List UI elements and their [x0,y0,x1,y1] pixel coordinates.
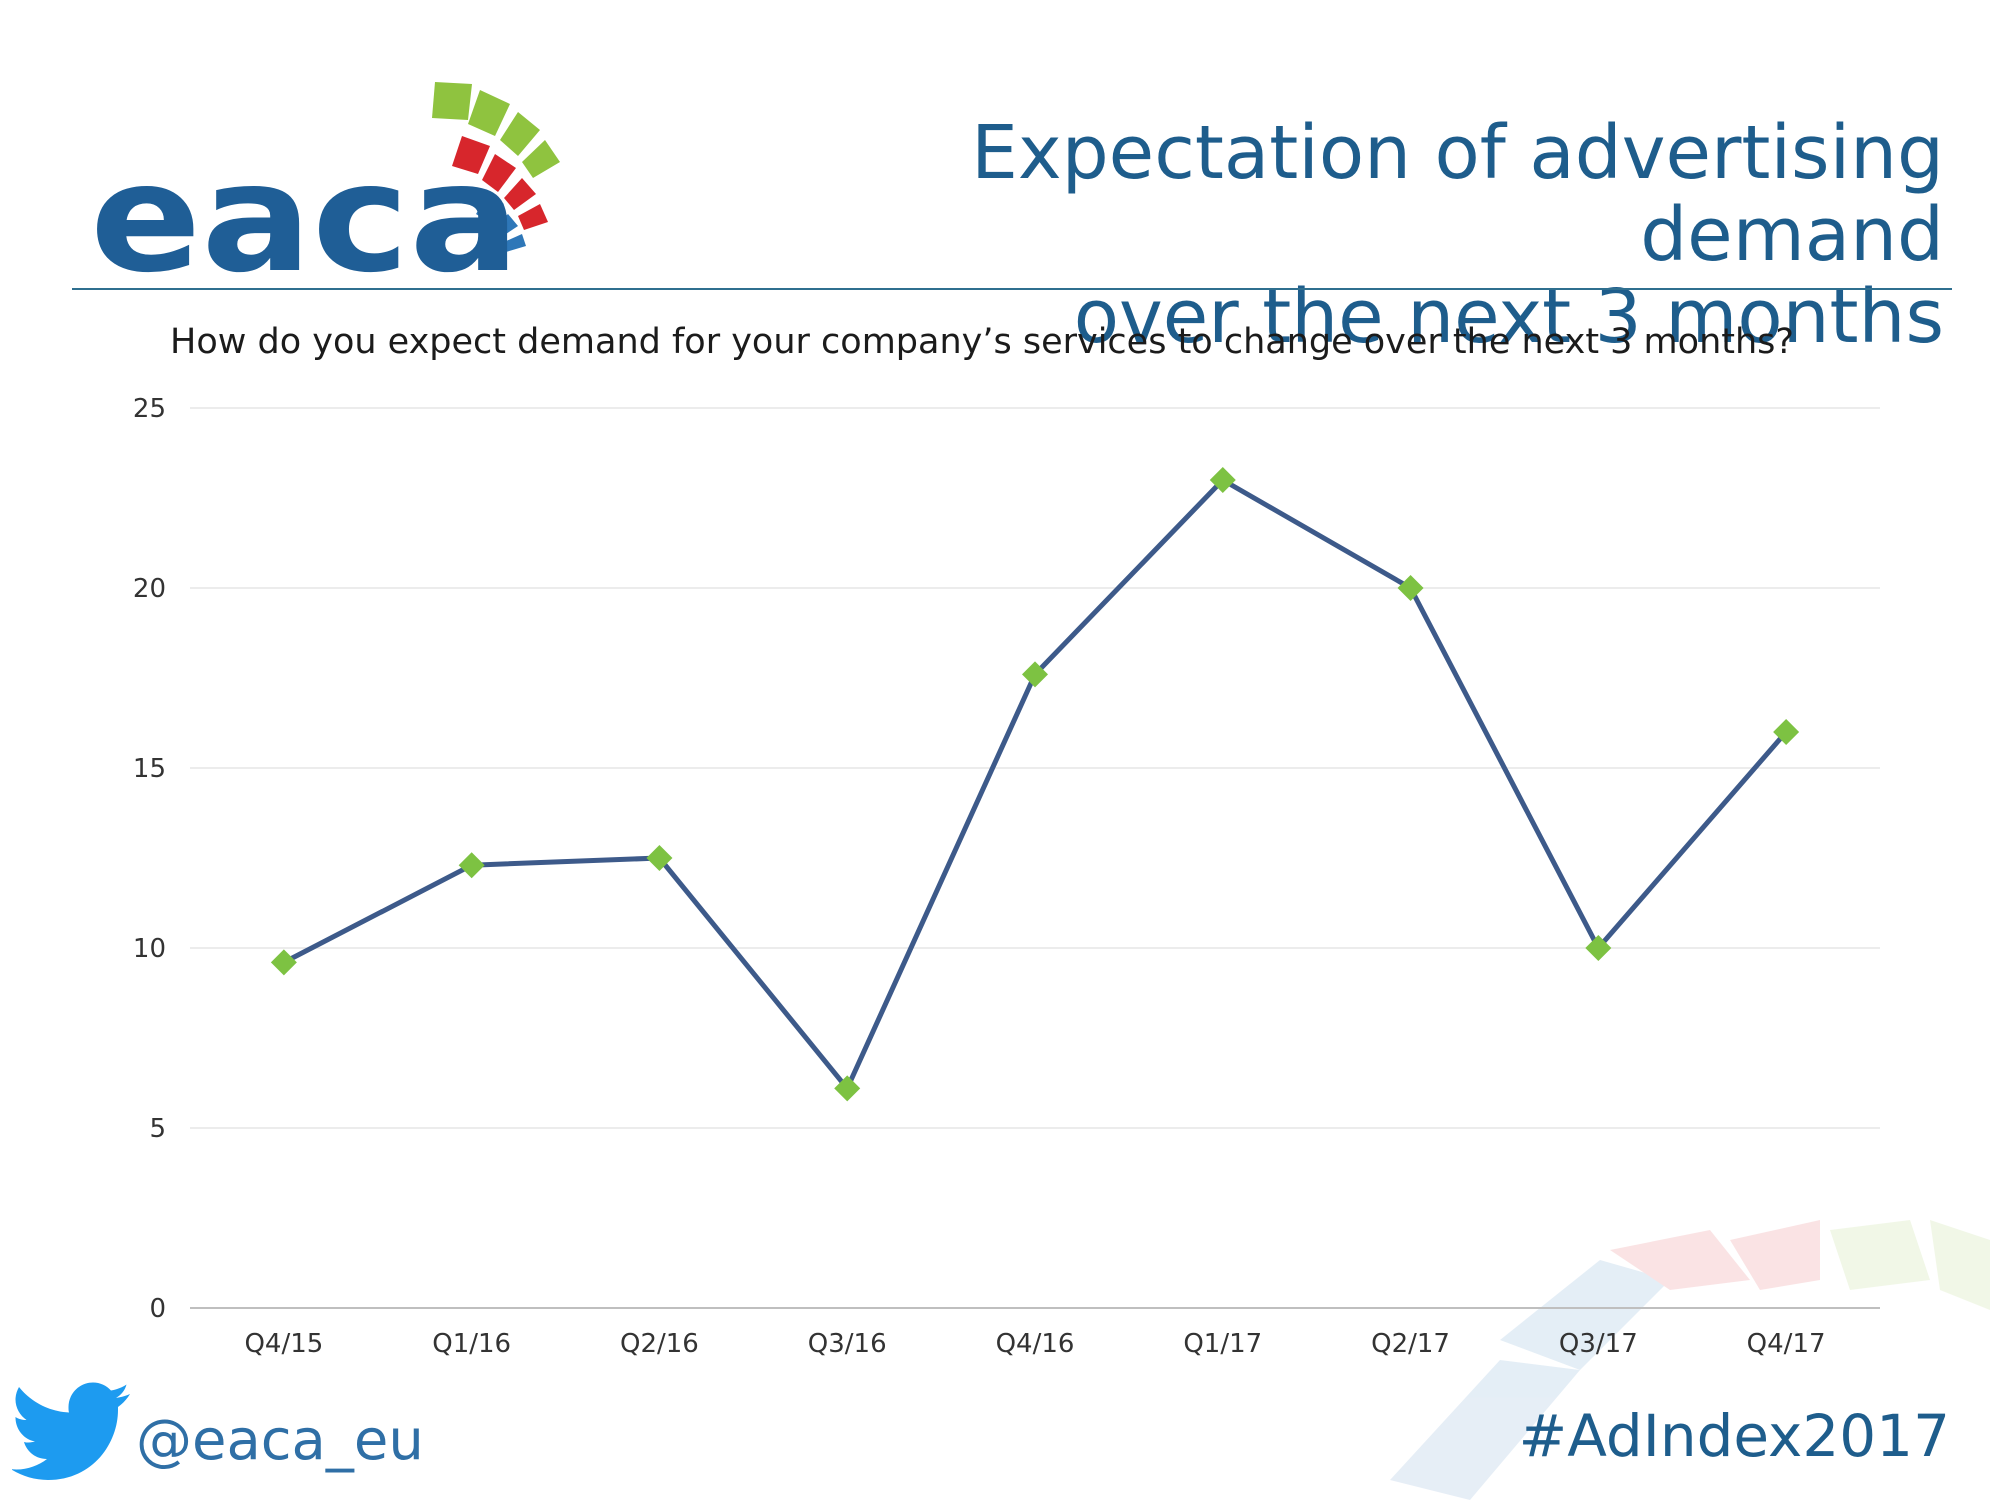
data-markers [270,467,1800,1102]
y-tick-label: 5 [149,1114,166,1144]
data-point-Q4/15 [270,949,297,976]
x-axis-ticks: Q4/15 Q1/16 Q2/16 Q3/16 Q4/16 Q1/17 Q2/17 Q3/17… [244,1329,1825,1359]
data-point-Q4/17 [1773,719,1800,745]
data-point-Q3/17 [1585,935,1612,961]
twitter-bird-icon [12,1382,130,1480]
data-point-Q3/16 [834,1075,861,1102]
twitter-handle[interactable]: @eaca_eu [136,1408,424,1473]
logo-wordmark: eaca [90,132,520,285]
x-tick-label: Q1/17 [1183,1329,1262,1359]
title-line-1: Expectation of advertising demand [971,110,1944,278]
y-tick-label: 25 [133,394,166,424]
y-tick-label: 20 [133,574,166,604]
x-tick-label: Q4/15 [244,1329,323,1359]
x-tick-label: Q2/16 [620,1329,699,1359]
x-tick-label: Q2/17 [1371,1329,1450,1359]
x-tick-label: Q4/17 [1747,1329,1826,1359]
hashtag: #AdIndex2017 [1518,1402,1950,1470]
y-tick-label: 0 [149,1294,166,1324]
x-tick-label: Q1/16 [432,1329,511,1359]
chart-question: How do you expect demand for your compan… [170,322,1794,362]
series-line [282,477,1788,1091]
data-point-Q4/16 [1022,661,1048,688]
y-axis-ticks: 0 5 10 15 20 25 [133,394,166,1324]
data-point-Q2/16 [646,845,673,871]
eaca-logo: eaca [90,82,560,285]
background-decoration [1390,1220,1990,1500]
data-point-Q1/16 [458,852,485,879]
y-tick-label: 10 [133,934,166,964]
grid-lines [190,407,1880,1309]
x-tick-label: Q3/16 [808,1329,887,1359]
y-tick-label: 15 [133,754,166,784]
header-divider [72,288,1952,290]
x-tick-label: Q3/17 [1559,1329,1638,1359]
data-point-Q1/17 [1209,467,1236,493]
data-point-Q2/17 [1397,575,1424,601]
x-tick-label: Q4/16 [996,1329,1075,1359]
line-chart: 0 5 10 15 20 25 Q4/15 Q1/16 Q2/16 Q3/16 Q4/16 Q1/1… [133,394,1880,1359]
